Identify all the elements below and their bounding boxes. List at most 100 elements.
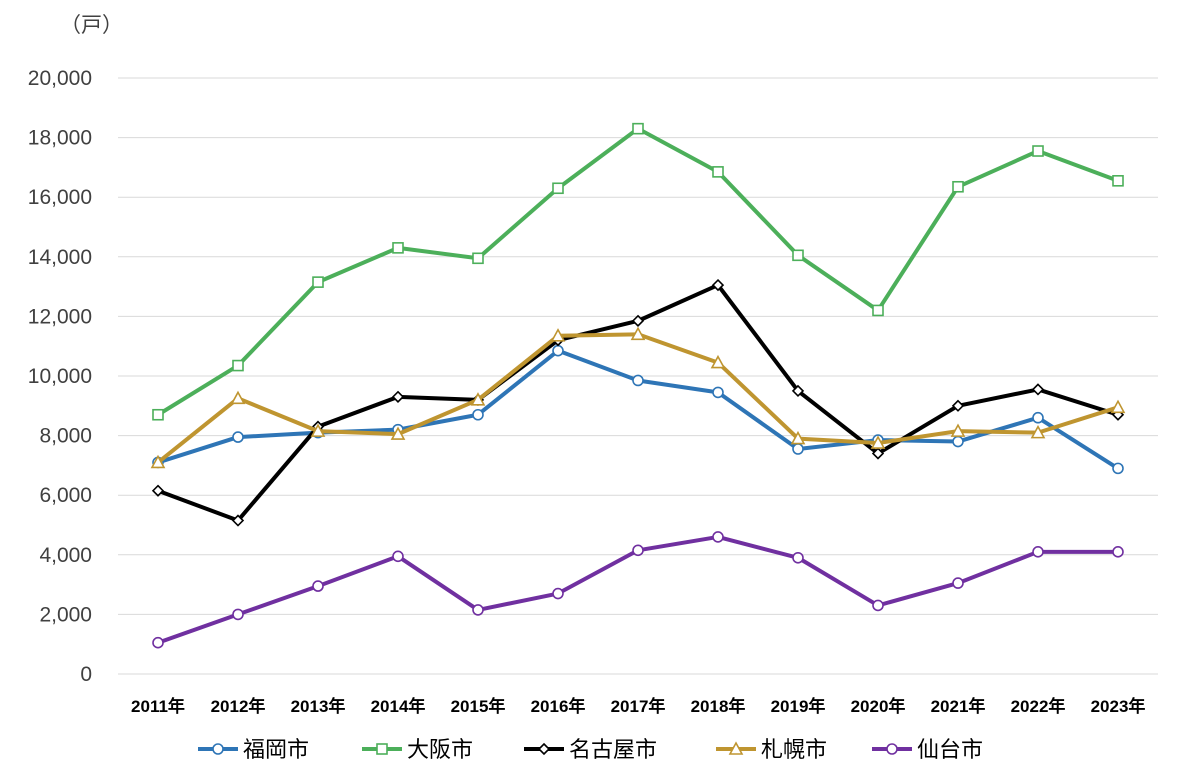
- y-tick-label: 4,000: [39, 544, 92, 567]
- x-tick-label: 2012年: [211, 696, 266, 716]
- legend-item: 札幌市: [716, 738, 827, 763]
- data-point: [232, 608, 244, 621]
- series-line: [156, 126, 1119, 417]
- data-point: [632, 374, 644, 387]
- y-tick-label: 16,000: [28, 186, 92, 209]
- x-tick-label: 2018年: [691, 696, 746, 716]
- data-point: [472, 252, 484, 265]
- data-point: [231, 514, 245, 527]
- data-point: [632, 544, 644, 557]
- data-point: [630, 326, 646, 341]
- x-tick-label: 2015年: [451, 696, 506, 716]
- legend-label: 大阪市: [407, 738, 473, 763]
- legend-item: 大阪市: [362, 738, 473, 763]
- data-point: [552, 587, 564, 600]
- data-point: [1032, 546, 1044, 558]
- data-point: [710, 354, 726, 369]
- legend-marker: [376, 743, 388, 755]
- data-point: [872, 304, 884, 317]
- series: [150, 122, 1126, 649]
- y-tick-label: 0: [80, 663, 92, 686]
- data-point: [312, 276, 324, 288]
- data-point: [632, 122, 644, 135]
- data-point: [792, 249, 804, 262]
- x-tick-label: 2013年: [291, 696, 346, 716]
- y-axis: 0 2,000 4,000 6,000 8,000 10,000 12,000 14,000 1…: [28, 67, 92, 686]
- data-point: [552, 182, 564, 195]
- x-tick-label: 2022年: [1011, 696, 1066, 716]
- legend-marker: [212, 743, 224, 755]
- data-point: [232, 359, 244, 372]
- data-point: [792, 443, 804, 455]
- data-point: [950, 423, 966, 437]
- data-point: [550, 328, 566, 342]
- y-tick-label: 18,000: [28, 127, 92, 150]
- data-point: [951, 399, 965, 412]
- data-point: [790, 430, 806, 445]
- legend-marker: [537, 742, 551, 756]
- data-point: [470, 392, 486, 406]
- data-point: [392, 550, 404, 563]
- legend-item: 仙台市: [872, 738, 983, 763]
- data-point: [552, 344, 564, 357]
- x-tick-label: 2016年: [531, 696, 586, 716]
- series-line: [157, 348, 1120, 471]
- data-point: [1110, 399, 1126, 414]
- y-axis-unit-label: （戸）: [60, 13, 123, 37]
- y-tick-label: 10,000: [28, 365, 92, 388]
- x-axis: 2011年 2012年 2013年 2014年 2015年 2016年 2017年 2018年…: [131, 696, 1145, 716]
- data-point: [151, 484, 165, 497]
- series-group: [152, 531, 1124, 649]
- data-point: [1112, 462, 1124, 475]
- data-point: [1032, 145, 1044, 157]
- data-point: [1030, 424, 1046, 439]
- data-point: [472, 408, 484, 421]
- legend-item: 福岡市: [198, 738, 309, 763]
- legend-label: 仙台市: [917, 738, 983, 763]
- data-point: [1032, 411, 1044, 424]
- data-point: [712, 531, 724, 543]
- series-group: [152, 122, 1124, 421]
- series-group: [150, 326, 1126, 469]
- data-point: [152, 636, 164, 649]
- y-tick-label: 20,000: [28, 67, 92, 90]
- y-tick-label: 8,000: [39, 425, 92, 448]
- x-tick-label: 2021年: [931, 696, 986, 716]
- data-point: [1031, 383, 1045, 396]
- data-point: [952, 435, 964, 448]
- legend-marker: [886, 743, 898, 755]
- x-tick-label: 2014年: [371, 696, 426, 716]
- data-point: [312, 580, 324, 592]
- y-tick-label: 2,000: [39, 603, 92, 626]
- y-tick-label: 14,000: [28, 246, 92, 269]
- data-point: [150, 454, 166, 469]
- data-point: [310, 423, 326, 437]
- legend-item: 名古屋市: [524, 738, 657, 763]
- data-point: [152, 408, 164, 421]
- series-group: [151, 278, 1125, 527]
- data-point: [390, 426, 406, 440]
- legend-label: 名古屋市: [569, 738, 657, 763]
- legend-label: 札幌市: [761, 738, 827, 763]
- data-point: [631, 314, 645, 328]
- x-tick-label: 2020年: [851, 696, 906, 716]
- data-point: [391, 390, 405, 403]
- data-point: [1112, 546, 1124, 558]
- data-point: [712, 166, 724, 178]
- legend-label: 福岡市: [243, 738, 309, 763]
- data-point: [1112, 175, 1124, 187]
- data-point: [872, 599, 884, 612]
- series-group: [152, 344, 1124, 475]
- data-point: [392, 242, 404, 254]
- x-tick-label: 2011年: [131, 696, 185, 716]
- data-point: [791, 384, 805, 398]
- data-point: [472, 604, 484, 616]
- legend-marker: [728, 741, 744, 755]
- data-point: [792, 551, 804, 564]
- data-point: [232, 431, 244, 443]
- legend: 福岡市 大阪市 名古屋市 札幌市 仙台市: [198, 738, 983, 763]
- data-point: [952, 180, 964, 193]
- data-point: [870, 435, 886, 449]
- data-point: [871, 447, 885, 460]
